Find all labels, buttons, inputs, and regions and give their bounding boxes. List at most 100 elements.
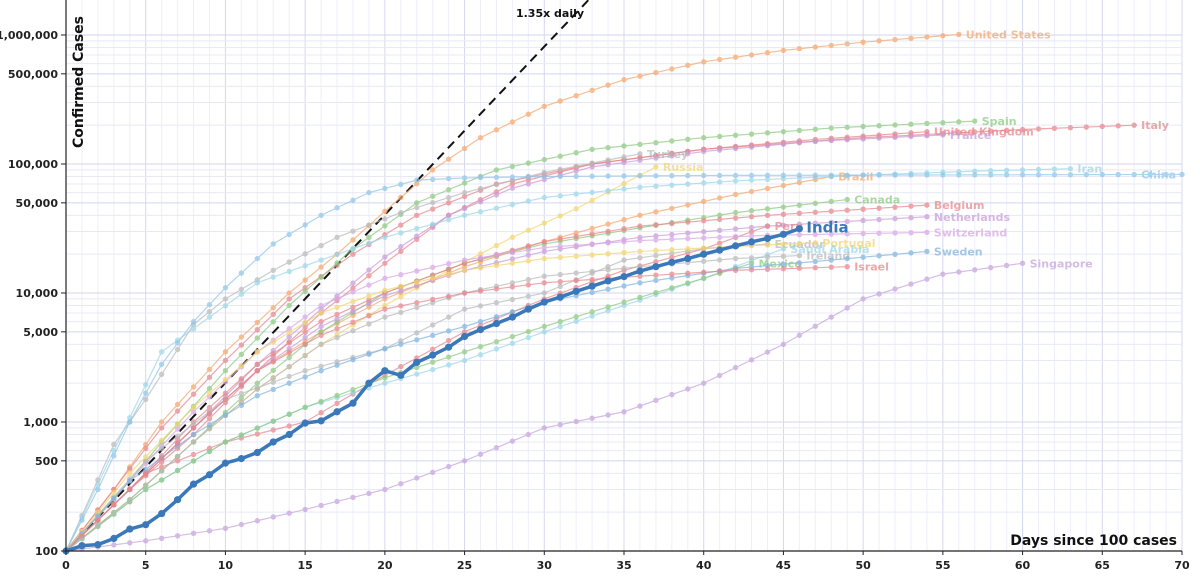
data-point-brazil bbox=[605, 221, 611, 227]
data-point-mexico bbox=[557, 318, 563, 325]
data-point-russia bbox=[557, 213, 563, 219]
data-point-india bbox=[237, 455, 245, 463]
data-point-italy bbox=[222, 357, 229, 364]
data-point-spain bbox=[844, 124, 850, 130]
x-tick-label: 0 bbox=[62, 559, 70, 572]
data-point-united-states bbox=[637, 73, 643, 79]
data-point-italy bbox=[158, 425, 165, 431]
data-point-spain bbox=[493, 167, 500, 173]
data-point-portugal bbox=[286, 329, 292, 336]
data-point-ireland bbox=[525, 276, 532, 283]
data-point-sweden bbox=[334, 362, 340, 368]
series-sweden: Sweden bbox=[63, 245, 983, 554]
data-point-india bbox=[205, 471, 214, 479]
data-point-belgium bbox=[732, 215, 739, 221]
data-point-china bbox=[525, 174, 532, 180]
data-point-sweden bbox=[111, 495, 117, 502]
data-point-italy bbox=[1115, 123, 1121, 129]
series-line-portugal bbox=[65, 242, 816, 552]
series-label-canada: Canada bbox=[854, 194, 900, 207]
data-point-spain bbox=[892, 122, 898, 128]
data-point-switzerland bbox=[701, 235, 707, 241]
data-point-italy bbox=[1003, 127, 1010, 134]
series-label-netherlands: Netherlands bbox=[934, 211, 1011, 224]
data-point-singapore bbox=[701, 380, 707, 386]
data-point-spain bbox=[573, 150, 579, 156]
data-point-israel bbox=[174, 440, 181, 446]
data-point-saudi-arabia bbox=[477, 352, 484, 358]
data-point-france bbox=[844, 136, 850, 143]
data-point-china bbox=[653, 173, 659, 179]
data-point-china bbox=[1019, 172, 1026, 178]
data-point-singapore bbox=[158, 535, 165, 541]
data-point-belgium bbox=[270, 350, 276, 357]
data-point-netherlands bbox=[876, 216, 882, 223]
data-point-netherlands bbox=[908, 214, 914, 221]
data-point-china bbox=[876, 172, 882, 178]
data-point-united-states bbox=[445, 156, 452, 162]
data-point-portugal bbox=[366, 293, 372, 299]
data-point-belgium bbox=[557, 236, 563, 242]
data-point-iran bbox=[461, 212, 468, 219]
data-point-saudi-arabia bbox=[461, 357, 468, 364]
series-line-russia bbox=[65, 166, 657, 552]
data-point-iran bbox=[716, 179, 723, 185]
data-point-france bbox=[382, 254, 388, 260]
data-point-china bbox=[477, 174, 484, 181]
data-point-china bbox=[1115, 171, 1121, 178]
data-point-united-states bbox=[190, 384, 197, 390]
data-point-china bbox=[780, 172, 787, 178]
data-point-ireland bbox=[206, 426, 213, 432]
data-point-portugal bbox=[493, 262, 500, 269]
data-point-mexico bbox=[637, 294, 643, 301]
series-line-canada bbox=[65, 198, 848, 552]
data-point-mexico bbox=[525, 328, 532, 335]
data-point-canada bbox=[780, 204, 787, 210]
data-point-belgium bbox=[445, 266, 452, 272]
data-point-iran bbox=[637, 184, 643, 190]
data-point-mexico bbox=[206, 448, 213, 455]
data-point-brazil bbox=[653, 209, 659, 215]
data-point-china bbox=[573, 173, 579, 179]
data-point-mexico bbox=[653, 289, 659, 296]
data-point-ireland bbox=[748, 255, 755, 261]
data-point-switzerland bbox=[382, 275, 388, 282]
data-point-belgium bbox=[876, 205, 882, 211]
data-point-switzerland bbox=[653, 237, 659, 243]
data-point-spain bbox=[414, 200, 420, 206]
data-point-sweden bbox=[812, 258, 819, 265]
data-point-portugal bbox=[557, 254, 563, 261]
data-point-italy bbox=[254, 326, 261, 333]
data-point-united-states bbox=[541, 103, 547, 110]
data-point-spain bbox=[876, 123, 882, 129]
data-point-saudi-arabia bbox=[525, 334, 532, 341]
data-point-mexico bbox=[334, 392, 340, 399]
series-label-france: France bbox=[950, 129, 991, 142]
data-point-ecuador bbox=[414, 330, 420, 336]
data-point-iran bbox=[414, 225, 420, 232]
data-point-united-states bbox=[429, 167, 436, 173]
data-point-belgium bbox=[669, 220, 675, 227]
data-point-israel bbox=[350, 319, 356, 325]
data-point-switzerland bbox=[174, 426, 181, 432]
data-point-iran bbox=[1051, 166, 1058, 172]
x-tick-label: 40 bbox=[696, 559, 712, 572]
data-point-iran bbox=[1035, 166, 1042, 173]
data-point-turkey bbox=[334, 234, 340, 241]
data-point-switzerland bbox=[589, 241, 595, 247]
data-point-spain bbox=[589, 146, 595, 153]
data-point-ireland bbox=[732, 255, 739, 262]
data-point-ireland bbox=[780, 253, 787, 260]
data-point-united-kingdom bbox=[302, 324, 308, 331]
data-point-singapore bbox=[924, 276, 930, 282]
data-point-switzerland bbox=[621, 239, 627, 245]
data-point-canada bbox=[812, 200, 819, 206]
series-label-sweden: Sweden bbox=[934, 245, 983, 258]
data-point-united-kingdom bbox=[350, 285, 356, 291]
data-point-peru bbox=[174, 458, 181, 464]
data-point-china bbox=[366, 189, 372, 196]
data-point-china bbox=[1147, 171, 1153, 178]
data-point-israel bbox=[158, 455, 165, 462]
data-point-israel bbox=[828, 264, 834, 270]
